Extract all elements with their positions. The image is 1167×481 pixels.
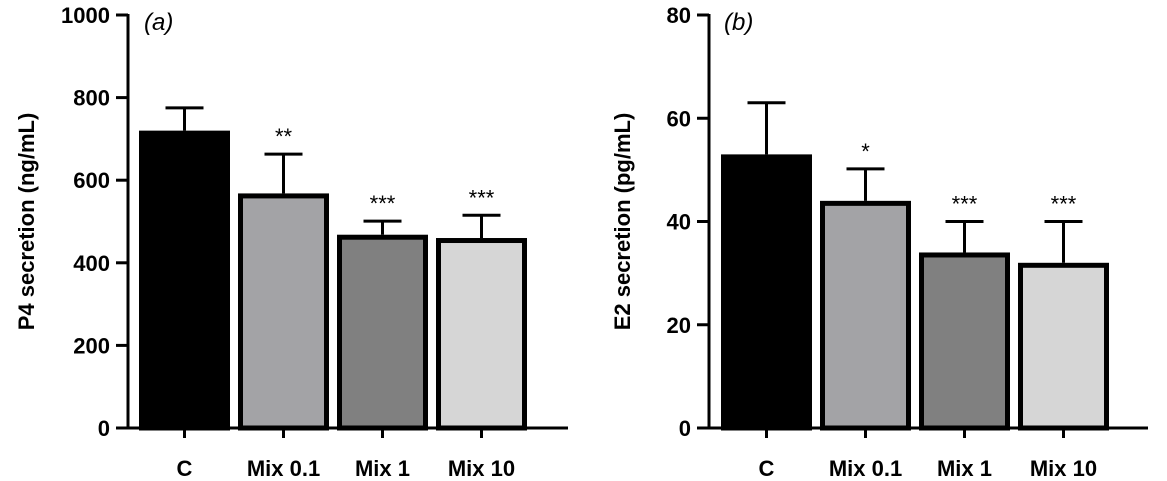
significance-label: ***: [952, 192, 978, 217]
y-tick-label: 20: [667, 313, 691, 338]
panel-a: C ** Mix 0.1 *** Mix 1 *** Mix 10 0 200 400 600 800…: [14, 3, 568, 481]
y-axis-title: P4 secretion (ng/mL): [14, 113, 39, 331]
y-tick-label: 80: [667, 3, 691, 28]
x-tick-label: C: [177, 456, 193, 481]
panel-b: C * Mix 0.1 *** Mix 1 *** Mix 10 0 20 40 60 80 E2 se…: [610, 3, 1148, 481]
x-tick-label: C: [759, 456, 775, 481]
significance-label: ***: [1051, 192, 1077, 217]
y-tick-label: 40: [667, 210, 691, 235]
x-tick-label: Mix 0.1: [247, 456, 320, 481]
y-axis-title: E2 secretion (pg/mL): [610, 113, 635, 331]
panel-label: (b): [724, 9, 753, 36]
y-tick-label: 0: [98, 416, 110, 441]
significance-label: ***: [469, 185, 495, 210]
bar: [1018, 262, 1109, 431]
bar: [919, 252, 1010, 431]
bar: [721, 154, 812, 431]
significance-label: **: [275, 124, 293, 149]
y-tick-label: 200: [73, 333, 110, 358]
y-tick-label: 1000: [61, 3, 110, 28]
significance-label: ***: [370, 191, 396, 216]
x-tick-label: Mix 10: [448, 456, 515, 481]
bar: [139, 130, 230, 431]
significance-label: *: [861, 139, 870, 164]
bar: [337, 234, 428, 431]
bar: [436, 238, 527, 431]
bar: [820, 200, 911, 431]
y-tick-label: 60: [667, 106, 691, 131]
y-tick-label: 800: [73, 86, 110, 111]
x-tick-label: Mix 0.1: [829, 456, 902, 481]
x-tick-label: Mix 10: [1030, 456, 1097, 481]
x-tick-label: Mix 1: [937, 456, 992, 481]
x-tick-label: Mix 1: [355, 456, 410, 481]
bar: [238, 193, 329, 431]
panel-label: (a): [144, 9, 173, 36]
y-tick-label: 400: [73, 251, 110, 276]
y-tick-label: 600: [73, 168, 110, 193]
y-tick-label: 0: [679, 416, 691, 441]
